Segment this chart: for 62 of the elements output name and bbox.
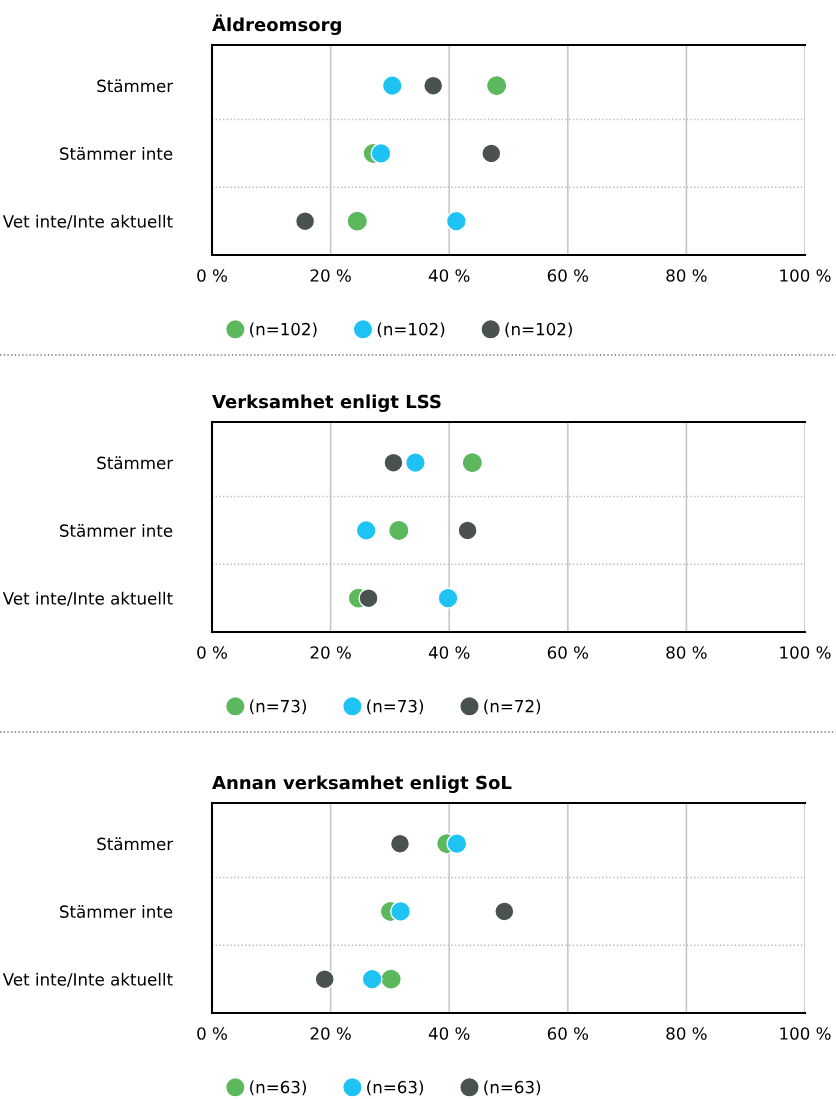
y-tick-label: Stämmer inte xyxy=(60,147,173,160)
x-tick-label: 0 % xyxy=(197,269,227,282)
point xyxy=(404,452,426,474)
x-tick-label: 100 % xyxy=(780,269,831,282)
y-tick-label: Stämmer inte xyxy=(60,905,173,918)
legend-label: (n=63) xyxy=(250,1080,306,1096)
legend-label: (n=102) xyxy=(505,322,572,338)
point xyxy=(383,452,404,473)
point xyxy=(445,210,467,232)
x-tick-label: 60 % xyxy=(547,269,589,282)
point xyxy=(461,451,484,474)
x-tick-label: 0 % xyxy=(197,646,227,659)
y-tick-label: Vet inte/Inte aktuellt xyxy=(2,214,173,230)
x-tick-label: 60 % xyxy=(547,1027,589,1040)
point xyxy=(494,901,515,922)
x-tick-label: 100 % xyxy=(780,646,831,659)
point xyxy=(358,587,379,609)
point xyxy=(314,968,335,990)
point xyxy=(380,968,402,991)
point xyxy=(389,833,411,854)
point xyxy=(361,968,383,990)
point xyxy=(390,900,412,922)
legend-label: (n=63) xyxy=(484,1080,541,1096)
x-tick-label: 0 % xyxy=(197,1027,227,1040)
legend-label: (n=63) xyxy=(367,1080,424,1096)
y-tick-label: Stämmer xyxy=(97,837,174,851)
point xyxy=(294,210,316,232)
y-tick-label: Stämmer xyxy=(97,79,174,93)
x-tick-label: 100 % xyxy=(780,1027,831,1040)
chart-title: Annan verksamhet enligt SoL xyxy=(212,775,512,794)
x-tick-label: 20 % xyxy=(310,1027,351,1040)
point xyxy=(346,210,369,233)
legend-label: (n=102) xyxy=(250,322,317,338)
point xyxy=(457,520,478,541)
chart-title: Verksamhet enligt LSS xyxy=(212,394,441,413)
legend-label: (n=73) xyxy=(250,699,306,715)
point xyxy=(485,74,508,97)
x-tick-label: 60 % xyxy=(547,646,589,659)
y-tick-label: Vet inte/Inte aktuellt xyxy=(2,591,173,607)
x-tick-label: 80 % xyxy=(666,269,707,282)
x-tick-label: 20 % xyxy=(310,646,351,659)
x-tick-label: 80 % xyxy=(666,1027,707,1040)
y-tick-label: Vet inte/Inte aktuellt xyxy=(2,972,173,988)
point xyxy=(381,75,403,97)
x-tick-label: 20 % xyxy=(310,269,351,282)
point xyxy=(437,587,459,609)
legend-label: (n=73) xyxy=(367,699,424,715)
x-tick-label: 80 % xyxy=(666,646,707,659)
x-tick-label: 40 % xyxy=(428,646,470,659)
y-tick-label: Stämmer xyxy=(97,456,174,470)
legend-label: (n=102) xyxy=(377,322,445,338)
point xyxy=(423,75,444,96)
x-tick-label: 40 % xyxy=(428,1027,470,1040)
point xyxy=(355,519,377,541)
x-tick-label: 40 % xyxy=(428,269,470,282)
legend-label: (n=72) xyxy=(484,699,541,715)
point xyxy=(387,519,410,542)
chart-title: Äldreomsorg xyxy=(212,14,341,36)
point xyxy=(481,143,502,164)
point xyxy=(446,833,468,855)
y-tick-label: Stämmer inte xyxy=(60,524,173,537)
point xyxy=(370,142,392,164)
